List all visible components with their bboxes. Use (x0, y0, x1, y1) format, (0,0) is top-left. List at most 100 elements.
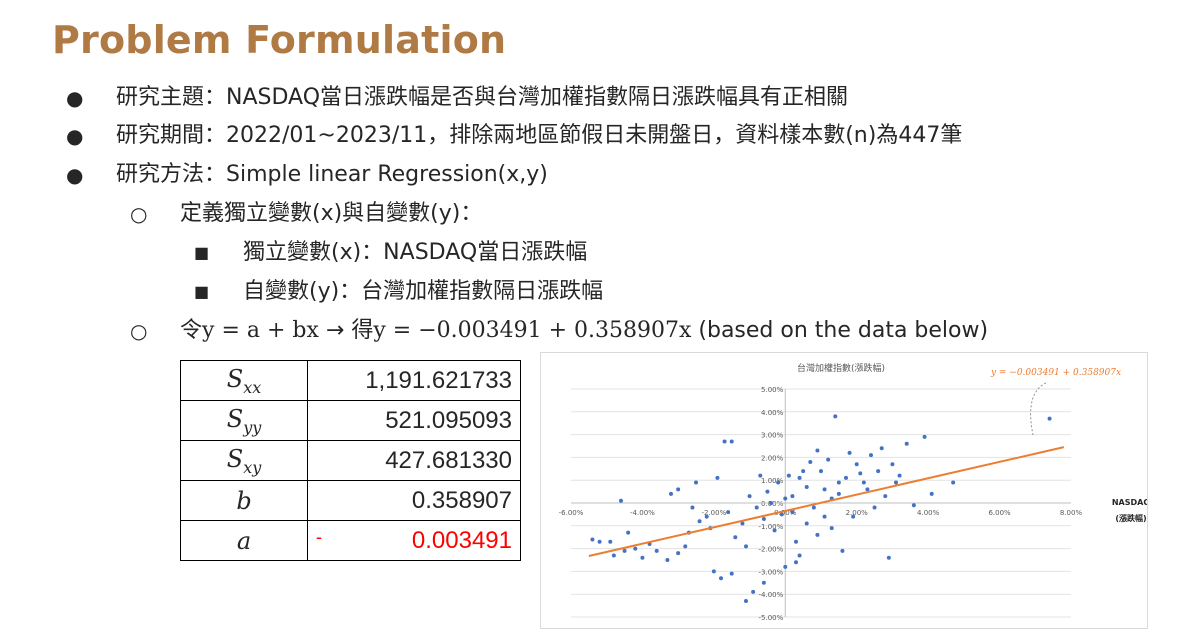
y-tick-label: -5.00% (759, 614, 784, 622)
data-point (694, 480, 698, 485)
bullet-topic: 研究主題：NASDAQ當日漲跌幅是否與台灣加權指數隔日漲跌幅具有正相關 (116, 85, 849, 110)
x-tick-label: -6.00% (559, 509, 584, 517)
bullet-marker: ● (66, 124, 84, 148)
y-tick-label: -3.00% (759, 568, 784, 576)
data-point (797, 475, 802, 480)
data-point (669, 491, 673, 496)
data-point (822, 514, 827, 519)
table-row: a - 0.003491 (180, 520, 521, 561)
data-point (654, 548, 659, 553)
sub-sub-bullet-marker: ■ (194, 243, 210, 262)
value-cell: 0.358907 (307, 480, 521, 521)
data-point (861, 480, 866, 485)
x-tick-label: 4.00% (917, 509, 940, 517)
formula-line: 令y = a + bx → 得y = −0.003491 + 0.358907x… (180, 316, 988, 346)
data-point (826, 457, 831, 462)
data-point (683, 544, 688, 549)
data-point (611, 553, 616, 558)
data-point (761, 516, 766, 521)
symbol-cell: Syy (180, 400, 308, 441)
data-point (754, 505, 759, 510)
x-tick-label: -4.00% (630, 509, 655, 517)
chart-title: 台灣加權指數(漲跌幅) (797, 362, 885, 374)
data-point (758, 473, 763, 478)
data-point (1047, 416, 1052, 421)
slide-title: Problem Formulation (52, 18, 507, 62)
data-point (622, 548, 627, 553)
data-point (922, 434, 927, 439)
data-point (783, 496, 788, 501)
y-tick-label: 2.00% (761, 454, 784, 462)
data-point (797, 553, 802, 558)
data-point (833, 414, 838, 419)
data-point (804, 485, 809, 490)
data-point (761, 580, 766, 585)
data-point (865, 487, 870, 492)
data-point (729, 439, 734, 444)
value-text: 0.003491 (411, 526, 512, 554)
data-point (858, 471, 863, 476)
data-point (590, 537, 595, 542)
x-axis-title-unit: (漲跌幅) (1115, 513, 1146, 523)
bullet-method: 研究方法：Simple linear Regression(x,y) (116, 162, 548, 187)
data-point (815, 448, 820, 453)
data-point (847, 450, 852, 455)
dependent-variable: 自變數(y)：台灣加權指數隔日漲跌幅 (243, 279, 604, 304)
data-point (779, 512, 784, 517)
x-tick-label: 6.00% (988, 509, 1011, 517)
bullet-period: 研究期間：2022/01~2023/11，排除兩地區節假日未開盤日，資料樣本數(… (116, 123, 963, 148)
y-tick-label: -4.00% (759, 591, 784, 599)
fitted-equation: y = −0.003491 + 0.358907x (373, 318, 692, 343)
data-point (715, 475, 720, 480)
data-point (776, 480, 781, 485)
data-point (876, 469, 881, 474)
sub-sub-bullet-marker: ■ (194, 282, 210, 301)
data-point (819, 469, 823, 474)
model-equation: y = a + bx (202, 318, 319, 343)
data-point (911, 503, 916, 508)
data-point (929, 491, 934, 496)
y-tick-label: 4.00% (761, 409, 784, 417)
data-point (804, 521, 809, 526)
y-tick-label: -1.00% (759, 523, 784, 531)
data-point (744, 599, 748, 604)
data-point (890, 462, 895, 467)
data-point (626, 530, 631, 535)
data-point (640, 555, 645, 560)
data-point (872, 505, 877, 510)
table-row: Sxy 427.681330 (180, 440, 521, 481)
data-point (815, 532, 820, 537)
table-row: Syy 521.095093 (180, 400, 521, 441)
data-point (840, 548, 845, 553)
formula-suffix: (based on the data below) (698, 318, 989, 343)
data-point (794, 560, 798, 565)
data-point (765, 489, 770, 494)
data-point (790, 510, 795, 515)
data-point (786, 473, 791, 478)
data-point (886, 555, 891, 560)
formula-prefix: 令 (180, 318, 203, 343)
trendline-label-arrow (1030, 382, 1047, 436)
data-point (844, 475, 848, 480)
data-point (726, 510, 731, 515)
y-tick-label: -2.00% (759, 546, 784, 554)
data-point (690, 505, 695, 510)
x-tick-label: 0.00% (774, 509, 797, 517)
y-tick-label: 3.00% (761, 432, 784, 440)
y-tick-label: 5.00% (761, 386, 784, 394)
data-point (597, 539, 602, 544)
data-point (836, 491, 841, 496)
table-row: Sxx 1,191.621733 (180, 360, 521, 401)
data-point (633, 546, 638, 551)
bullet-marker: ● (66, 163, 84, 187)
data-point (733, 535, 738, 540)
data-point (836, 480, 841, 485)
formula-mid: 得 (351, 318, 374, 343)
data-point (822, 487, 827, 492)
data-point (729, 571, 734, 576)
x-tick-label: 2.00% (846, 509, 869, 517)
x-axis-title: NASDAQ (1112, 498, 1147, 507)
scatter-chart-svg: 5.00% 4.00% 3.00% 2.00% 1.00% 0.00% -1.00% -2.0… (559, 362, 1147, 622)
sub-bullet-marker: ○ (130, 319, 148, 343)
data-point (811, 505, 816, 510)
